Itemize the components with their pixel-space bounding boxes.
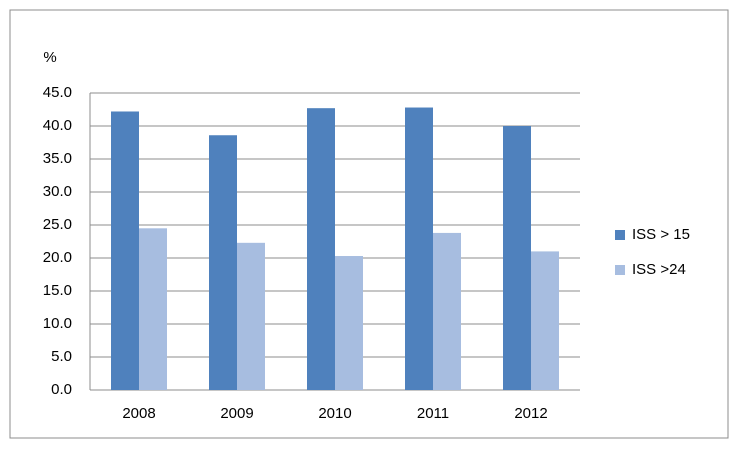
- y-tick-label: 10.0: [43, 315, 72, 332]
- legend-label: ISS > 15: [632, 226, 690, 243]
- bar: [335, 256, 363, 390]
- x-tick-label: 2010: [318, 405, 351, 422]
- bar: [209, 135, 237, 390]
- y-tick-label: 20.0: [43, 249, 72, 266]
- bar: [433, 232, 461, 390]
- bar: [307, 108, 335, 391]
- y-tick-label: 45.0: [43, 84, 72, 101]
- legend-swatch: [615, 265, 625, 275]
- y-tick-label: 35.0: [43, 150, 72, 167]
- y-tick-label: 40.0: [43, 117, 72, 134]
- bar: [139, 228, 167, 390]
- legend-label: ISS >24: [632, 261, 686, 278]
- x-tick-label: 2012: [514, 405, 547, 422]
- y-tick-label: 0.0: [51, 381, 72, 398]
- legend-swatch: [615, 230, 625, 240]
- y-tick-label: 5.0: [51, 348, 72, 365]
- bar: [503, 126, 531, 390]
- y-tick-label: 15.0: [43, 282, 72, 299]
- bar: [237, 242, 265, 390]
- x-tick-label: 2009: [220, 405, 253, 422]
- bar: [111, 111, 139, 390]
- bar: [405, 107, 433, 391]
- y-axis-title: %: [43, 49, 56, 66]
- bar: [531, 251, 559, 390]
- y-tick-label: 30.0: [43, 183, 72, 200]
- y-tick-label: 25.0: [43, 216, 72, 233]
- x-tick-label: 2008: [122, 405, 155, 422]
- x-tick-label: 2011: [417, 405, 449, 422]
